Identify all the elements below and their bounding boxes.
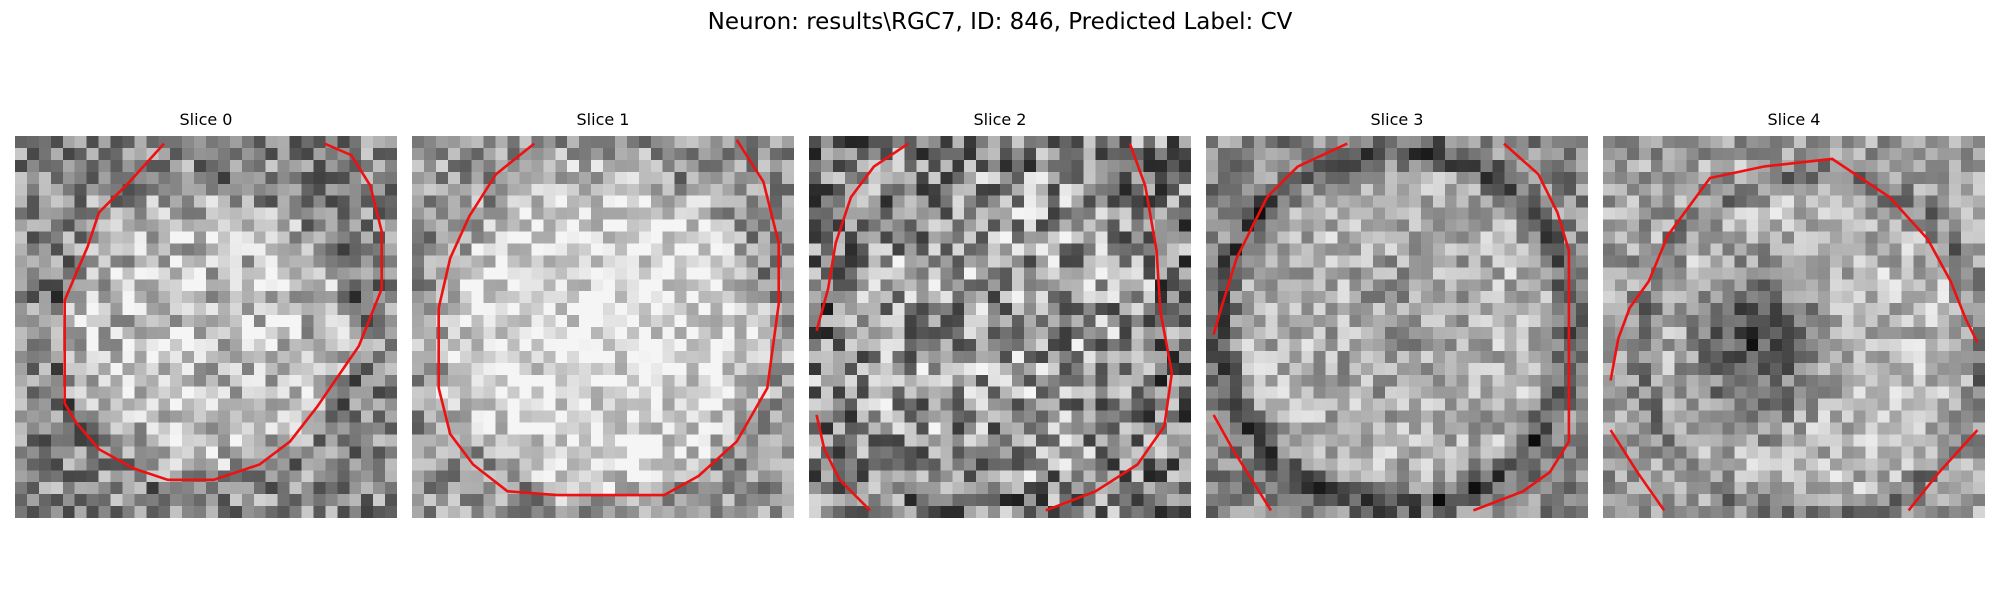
contour-line — [63, 142, 384, 482]
slice-panel-1: Slice 1 — [412, 108, 794, 518]
contour-line — [1609, 165, 1764, 381]
slice-panel-0: Slice 0 — [15, 108, 397, 518]
slice-image — [809, 136, 1191, 518]
slice-image — [15, 136, 397, 518]
contour-line — [1212, 142, 1348, 335]
contour-line — [1472, 142, 1571, 512]
slice-image — [412, 136, 794, 518]
contour-line — [815, 414, 872, 512]
contour-line — [1609, 429, 1666, 512]
contour-line — [1763, 157, 1979, 343]
slice-image — [1603, 136, 1985, 518]
contour-line — [815, 142, 910, 332]
slice-title: Slice 0 — [179, 110, 233, 129]
slice-title: Slice 4 — [1767, 110, 1821, 129]
slice-image — [1206, 136, 1588, 518]
slice-title: Slice 3 — [1370, 110, 1424, 129]
slice-panel-4: Slice 4 — [1603, 108, 1985, 518]
contour-line — [1045, 143, 1174, 512]
slice-panel-2: Slice 2 — [809, 108, 1191, 518]
contour-line — [1907, 429, 1979, 512]
contour-line — [437, 139, 781, 497]
figure-title: Neuron: results\RGC7, ID: 846, Predicted… — [707, 9, 1293, 35]
contour-line — [1212, 414, 1273, 512]
slice-panel-3: Slice 3 — [1206, 108, 1588, 518]
slice-title: Slice 1 — [576, 110, 630, 129]
slice-title: Slice 2 — [973, 110, 1027, 129]
